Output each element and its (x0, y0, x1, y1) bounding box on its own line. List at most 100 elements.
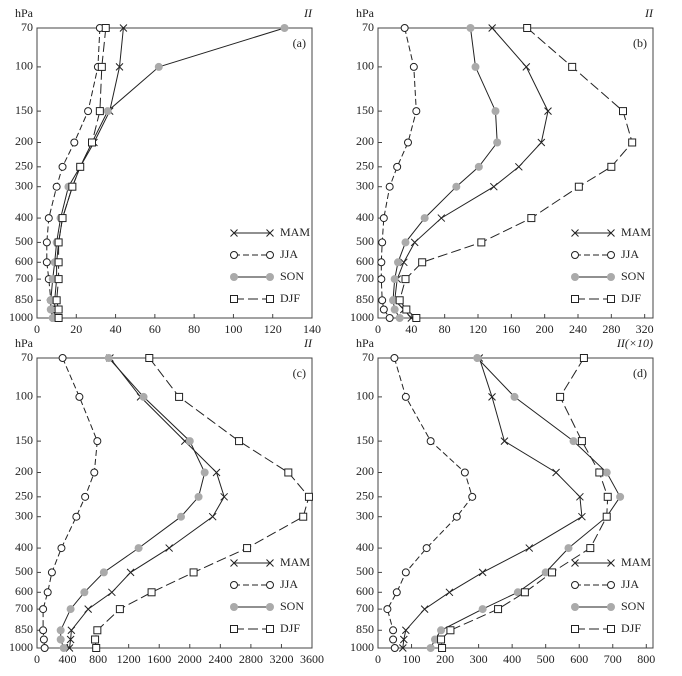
y-tick-label: 70 (21, 20, 33, 34)
marker-circle (84, 107, 93, 116)
marker-dot (99, 568, 108, 577)
y-tick-label: 700 (15, 601, 33, 615)
marker-circle (404, 138, 412, 147)
legend-label: DJF (621, 291, 641, 305)
series-line (50, 27, 285, 319)
marker-dot (471, 62, 480, 71)
marker-square (92, 644, 101, 652)
unit-label: II (303, 336, 313, 350)
panel-label: (b) (633, 36, 647, 50)
marker-square (595, 468, 604, 477)
marker-square (97, 62, 106, 71)
marker-square (95, 107, 104, 116)
legend-label: SON (280, 599, 304, 613)
marker-dot (493, 138, 502, 147)
marker-circle (72, 512, 81, 521)
y-tick-label: 100 (356, 389, 374, 403)
marker-circle (230, 581, 238, 589)
marker-circle (43, 588, 52, 597)
y-tick-label: 200 (15, 134, 33, 148)
marker-x (500, 437, 509, 445)
marker-circle (460, 468, 469, 477)
y-tick-label: 200 (356, 464, 374, 478)
x-tick-label: 80 (188, 322, 200, 336)
marker-square (446, 626, 455, 635)
x-tick-label: 240 (569, 322, 587, 336)
x-tick-label: 2800 (239, 652, 263, 666)
x-tick-label: 500 (537, 652, 555, 666)
y-tick-label: 1000 (9, 640, 33, 654)
x-tick-label: 160 (502, 322, 520, 336)
marker-dot (230, 273, 238, 281)
x-tick-label: 2400 (208, 652, 232, 666)
marker-circle (379, 214, 388, 223)
marker-square (437, 635, 446, 644)
marker-dot (280, 24, 289, 32)
y-tick-label: 250 (356, 489, 374, 503)
marker-x (578, 512, 586, 521)
x-tick-label: 200 (436, 652, 454, 666)
unit-label: II(×10) (616, 336, 653, 350)
marker-square (235, 437, 244, 446)
series-line (440, 357, 609, 649)
marker-x (66, 635, 75, 644)
y-tick-label: 700 (15, 271, 33, 285)
y-tick-label: 400 (15, 540, 33, 554)
marker-dot (431, 635, 440, 644)
y-tick-label: 200 (15, 464, 33, 478)
y-tick-label: 100 (15, 389, 33, 403)
marker-x (119, 24, 128, 32)
x-tick-label: 100 (403, 652, 421, 666)
marker-circle (70, 138, 79, 147)
marker-x (607, 559, 615, 567)
marker-x (478, 568, 487, 577)
marker-square (68, 182, 77, 191)
marker-dot (510, 392, 519, 401)
marker-x (607, 229, 615, 237)
x-tick-label: 2000 (178, 652, 202, 666)
marker-square (230, 295, 238, 303)
marker-circle (385, 314, 394, 322)
y-axis-label: hPa (356, 336, 375, 350)
plot-frame (36, 27, 313, 319)
marker-dot (478, 605, 487, 614)
marker-x (420, 605, 429, 613)
marker-dot (185, 437, 194, 446)
x-tick-label: 700 (604, 652, 622, 666)
series-line (69, 357, 225, 649)
marker-dot (104, 354, 113, 362)
marker-square (243, 544, 252, 553)
legend-label: MAM (621, 555, 651, 569)
marker-x (437, 214, 446, 222)
y-tick-label: 100 (15, 59, 33, 73)
x-tick-label: 3600 (300, 652, 324, 666)
marker-dot (491, 107, 500, 116)
x-tick-label: 40 (405, 322, 417, 336)
marker-circle (52, 182, 61, 191)
marker-x (84, 605, 93, 613)
marker-square (76, 162, 85, 171)
marker-dot (426, 644, 435, 652)
series-line (46, 27, 101, 319)
marker-square (607, 625, 615, 633)
marker-circle (385, 182, 394, 191)
marker-dot (474, 162, 483, 171)
x-tick-label: 800 (637, 652, 655, 666)
marker-square (402, 305, 411, 314)
y-tick-label: 500 (15, 564, 33, 578)
marker-dot (473, 354, 482, 362)
marker-circle (39, 605, 48, 614)
marker-dot (607, 603, 615, 611)
marker-x (65, 644, 74, 652)
y-tick-label: 500 (356, 234, 374, 248)
marker-square (54, 314, 63, 322)
y-tick-label: 850 (15, 622, 33, 636)
marker-x (544, 107, 552, 115)
marker-dot (56, 635, 65, 644)
marker-dot (390, 305, 399, 314)
x-tick-label: 20 (70, 322, 82, 336)
marker-circle (401, 392, 410, 401)
y-tick-label: 500 (15, 234, 33, 248)
marker-square (548, 568, 557, 577)
marker-square (577, 437, 586, 446)
